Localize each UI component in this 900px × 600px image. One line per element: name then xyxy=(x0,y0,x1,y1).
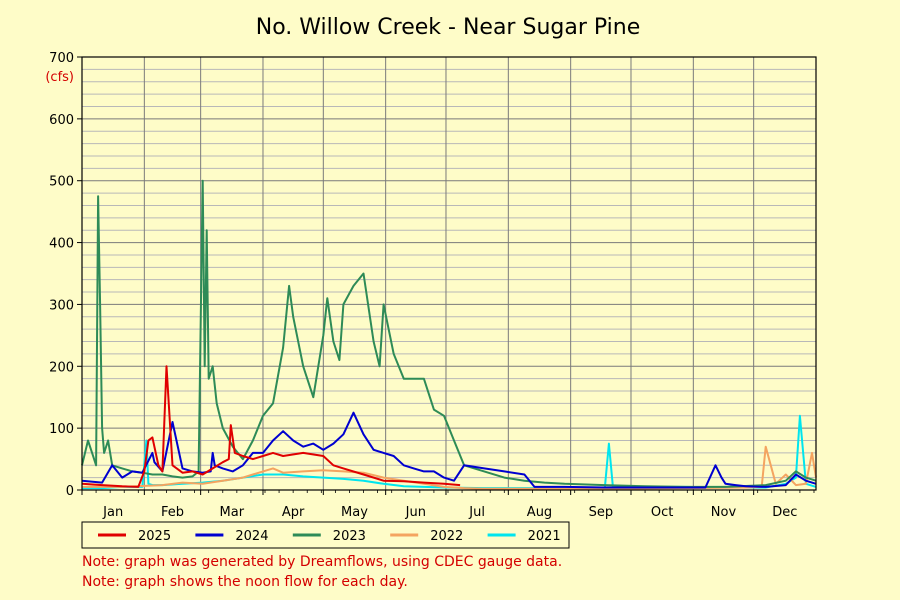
x-tick-label: Jan xyxy=(102,505,123,520)
legend-label-2021: 2021 xyxy=(528,529,561,544)
plot-background xyxy=(82,57,816,490)
x-tick-label: Aug xyxy=(527,505,552,520)
y-tick-label: 700 xyxy=(49,51,74,66)
x-tick-label: Nov xyxy=(711,505,737,520)
x-tick-label: Oct xyxy=(651,505,673,520)
legend-label-2024: 2024 xyxy=(235,529,268,544)
note-source: Note: graph was generated by Dreamflows,… xyxy=(82,554,562,570)
y-tick-label: 600 xyxy=(49,113,74,128)
legend-label-2023: 2023 xyxy=(333,529,366,544)
x-tick-label: Dec xyxy=(772,505,797,520)
y-tick-label: 400 xyxy=(49,237,74,252)
y-tick-label: 200 xyxy=(49,360,74,375)
x-tick-label: May xyxy=(341,505,368,520)
y-tick-label: 0 xyxy=(66,484,74,499)
series-line-2025 xyxy=(81,365,461,488)
x-tick-label: Mar xyxy=(220,505,245,520)
x-tick-label: Apr xyxy=(282,505,305,520)
y-tick-label: 500 xyxy=(49,175,74,190)
series-line-2022 xyxy=(82,445,817,490)
y-tick-label: 300 xyxy=(49,298,74,313)
chart-title: No. Willow Creek - Near Sugar Pine xyxy=(256,15,641,40)
series-line-2024 xyxy=(81,411,817,489)
y-tick-label: 100 xyxy=(49,422,74,437)
note-noon-flow: Note: graph shows the noon flow for each… xyxy=(82,574,408,590)
legend: 2025 2024 2023 2022 2021 xyxy=(81,521,570,549)
x-tick-label: Jul xyxy=(468,505,485,520)
x-tick-label: Jun xyxy=(405,505,426,520)
legend-label-2022: 2022 xyxy=(430,529,463,544)
plot-area: 0 100 200 300 400 500 600 700 (cfs) Jan Feb Mar Apr M… xyxy=(45,51,817,520)
y-unit-label: (cfs) xyxy=(45,70,74,85)
plot-frame xyxy=(81,56,817,491)
x-tick-label: Feb xyxy=(161,505,184,520)
legend-label-2025: 2025 xyxy=(138,529,171,544)
x-tick-label: Sep xyxy=(589,505,614,520)
